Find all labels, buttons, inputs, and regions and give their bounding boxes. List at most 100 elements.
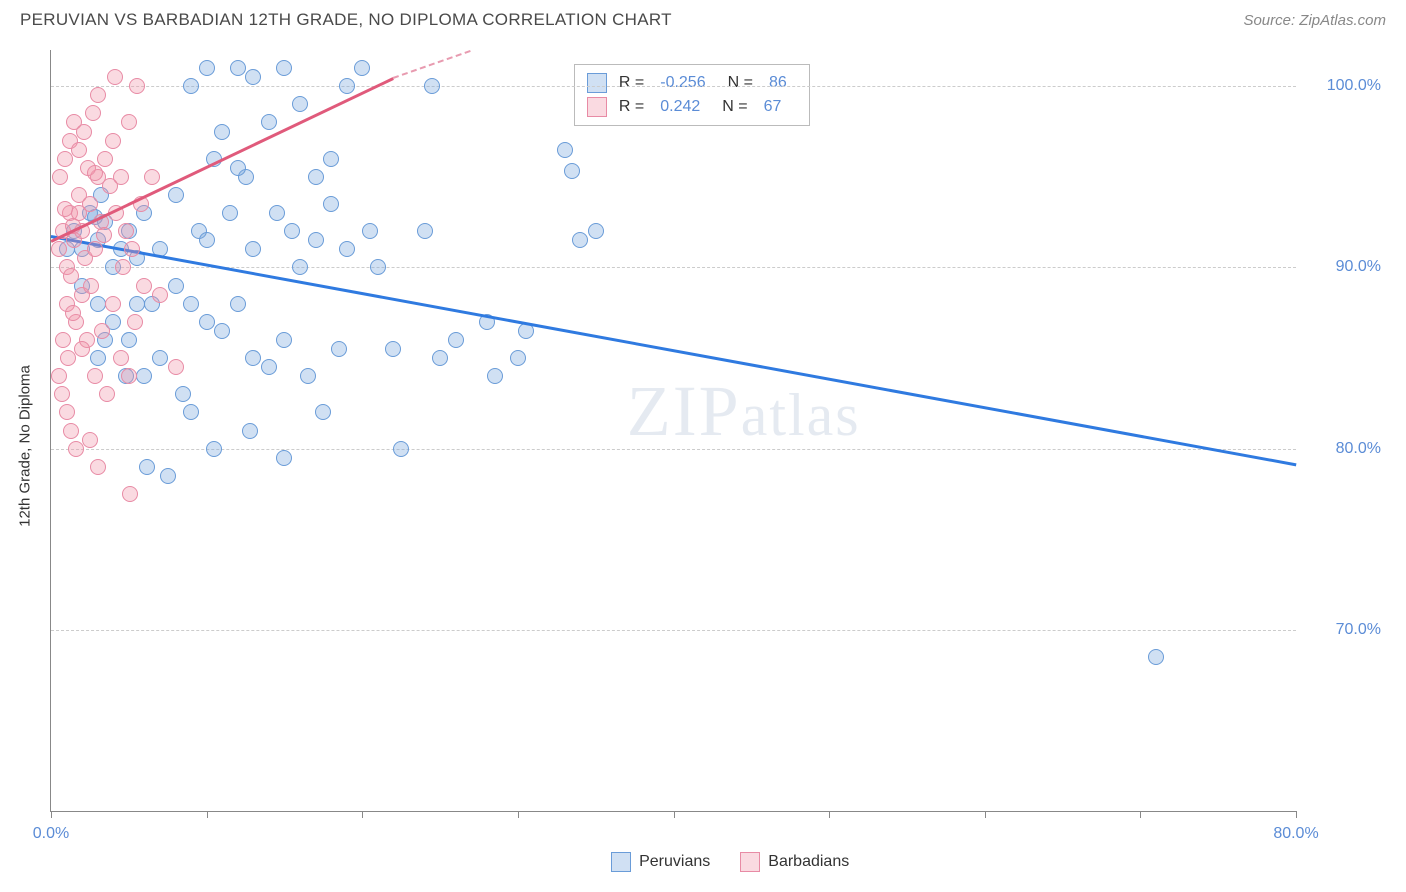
data-point: [284, 223, 300, 239]
data-point: [59, 404, 75, 420]
data-point: [152, 350, 168, 366]
data-point: [105, 133, 121, 149]
data-point: [113, 350, 129, 366]
data-point: [261, 114, 277, 130]
data-point: [230, 296, 246, 312]
data-point: [323, 196, 339, 212]
x-tick: [1296, 811, 1297, 818]
data-point: [214, 124, 230, 140]
legend-n-label: N =: [722, 98, 747, 116]
data-point: [242, 423, 258, 439]
data-point: [90, 459, 106, 475]
data-point: [183, 296, 199, 312]
data-point: [175, 386, 191, 402]
data-point: [214, 323, 230, 339]
legend-swatch: [587, 97, 607, 117]
data-point: [99, 386, 115, 402]
data-point: [230, 60, 246, 76]
data-point: [90, 350, 106, 366]
data-point: [139, 459, 155, 475]
data-point: [199, 232, 215, 248]
x-tick: [362, 811, 363, 818]
y-axis-label: 12th Grade, No Diploma: [17, 365, 34, 527]
data-point: [370, 259, 386, 275]
legend-item: Peruvians: [611, 852, 710, 872]
data-point: [292, 259, 308, 275]
data-point: [261, 359, 277, 375]
data-point: [393, 441, 409, 457]
x-tick: [207, 811, 208, 818]
data-point: [160, 468, 176, 484]
data-point: [276, 450, 292, 466]
data-point: [315, 404, 331, 420]
data-point: [90, 87, 106, 103]
correlation-legend: R =-0.256N =86R =0.242N =67: [574, 64, 810, 126]
data-point: [76, 124, 92, 140]
data-point: [168, 278, 184, 294]
legend-n-value: 67: [764, 98, 782, 116]
legend-n-label: N =: [728, 74, 753, 92]
data-point: [487, 368, 503, 384]
data-point: [144, 169, 160, 185]
legend-r-label: R =: [619, 74, 644, 92]
data-point: [57, 151, 73, 167]
data-point: [448, 332, 464, 348]
y-tick-label: 70.0%: [1336, 621, 1381, 639]
y-tick-label: 80.0%: [1336, 440, 1381, 458]
data-point: [85, 105, 101, 121]
legend-label: Peruvians: [639, 853, 710, 871]
data-point: [222, 205, 238, 221]
legend-row: R =0.242N =67: [587, 95, 797, 119]
data-point: [87, 165, 103, 181]
x-tick: [1140, 811, 1141, 818]
data-point: [63, 268, 79, 284]
data-point: [245, 69, 261, 85]
legend-swatch: [587, 73, 607, 93]
data-point: [57, 201, 73, 217]
data-point: [323, 151, 339, 167]
data-point: [417, 223, 433, 239]
data-point: [87, 241, 103, 257]
data-point: [71, 142, 87, 158]
data-point: [127, 314, 143, 330]
data-point: [588, 223, 604, 239]
data-point: [94, 323, 110, 339]
y-tick-label: 90.0%: [1336, 258, 1381, 276]
data-point: [102, 178, 118, 194]
x-tick: [829, 811, 830, 818]
data-point: [308, 169, 324, 185]
data-point: [308, 232, 324, 248]
data-point: [51, 241, 67, 257]
data-point: [276, 332, 292, 348]
data-point: [74, 341, 90, 357]
trend-line-dashed: [393, 50, 471, 79]
data-point: [183, 404, 199, 420]
legend-swatch: [740, 852, 760, 872]
gridline: [51, 86, 1296, 87]
x-tick: [51, 811, 52, 818]
data-point: [105, 296, 121, 312]
data-point: [65, 305, 81, 321]
data-point: [199, 314, 215, 330]
data-point: [97, 151, 113, 167]
chart-container: 12th Grade, No Diploma ZIPatlas R =-0.25…: [50, 50, 1386, 842]
legend-row: R =-0.256N =86: [587, 71, 797, 95]
data-point: [129, 296, 145, 312]
data-point: [129, 78, 145, 94]
data-point: [206, 441, 222, 457]
data-point: [52, 169, 68, 185]
data-point: [572, 232, 588, 248]
data-point: [510, 350, 526, 366]
data-point: [385, 341, 401, 357]
legend-swatch: [611, 852, 631, 872]
data-point: [68, 441, 84, 457]
data-point: [96, 227, 112, 243]
data-point: [1148, 649, 1164, 665]
data-point: [339, 241, 355, 257]
data-point: [54, 386, 70, 402]
data-point: [564, 163, 580, 179]
data-point: [292, 96, 308, 112]
source-attribution: Source: ZipAtlas.com: [1243, 12, 1386, 29]
chart-header: PERUVIAN VS BARBADIAN 12TH GRADE, NO DIP…: [0, 0, 1406, 38]
x-tick-label: 80.0%: [1273, 825, 1318, 843]
